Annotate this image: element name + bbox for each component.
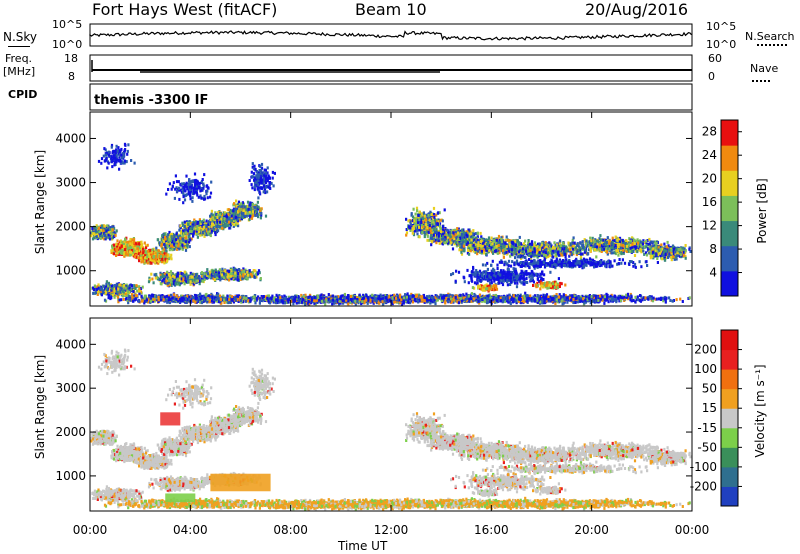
colorbar-tick-label: -15 [697, 421, 717, 435]
colorbar-tick-label: 50 [702, 382, 717, 396]
colorbar-tick-label: 8 [709, 242, 717, 256]
colorbar-tick-label: 200 [694, 343, 717, 357]
power-y-label: Slant Range [km] [33, 142, 47, 262]
velocity-panel: 1000 2000 3000 4000 00:00 04:00 08:00 12:00 16:0… [55, 318, 709, 537]
power-colorbar-label: Power [dB] [755, 171, 769, 251]
colorbar-segment [721, 389, 738, 409]
colorbar-tick-label: 16 [702, 195, 717, 209]
colorbar-tick-label: -100 [690, 460, 717, 474]
power-colorbar: 4 8 12 16 20 24 28 [702, 120, 742, 297]
x-tick-label: 20:00 [574, 523, 609, 537]
y-tick-label: 4000 [55, 131, 86, 145]
colorbar-tick-label: 20 [702, 172, 717, 186]
y-tick-label: 2000 [55, 220, 86, 234]
info-strip-1 [90, 55, 692, 81]
nsky-trace [90, 31, 692, 40]
colorbar-tick-label: 4 [709, 266, 717, 280]
colorbar-segment [721, 408, 738, 428]
colorbar-segment [721, 221, 738, 247]
colorbar-segment [721, 330, 738, 350]
velocity-strong-region [160, 412, 180, 425]
colorbar-tick-label: 28 [702, 125, 717, 139]
colorbar-segment [721, 467, 738, 487]
y-tick-label: 4000 [55, 337, 86, 351]
x-axis-label: Time UT [338, 539, 387, 553]
info-strip-0 [90, 24, 692, 46]
colorbar-segment [721, 145, 738, 171]
velocity-y-label: Slant Range [km] [33, 347, 47, 467]
y-tick-label: 1000 [55, 469, 86, 483]
y-tick-label: 3000 [55, 176, 86, 190]
colorbar-tick-label: -50 [697, 440, 717, 454]
info-strip-2 [90, 84, 692, 110]
velocity-positive-region [165, 493, 195, 502]
colorbar-tick-label: 100 [694, 362, 717, 376]
y-tick-label: 1000 [55, 264, 86, 278]
colorbar-tick-label: 15 [702, 401, 717, 415]
x-tick-label: 16:00 [474, 523, 509, 537]
x-tick-label: 04:00 [173, 523, 208, 537]
x-tick-label: 08:00 [273, 523, 308, 537]
colorbar-segment [721, 447, 738, 467]
y-tick-label: 3000 [55, 381, 86, 395]
info-panels [90, 24, 692, 110]
x-tick-label: 00:00 [73, 523, 108, 537]
colorbar-segment [721, 350, 738, 370]
colorbar-segment [721, 486, 738, 506]
colorbar-tick-label: -200 [690, 479, 717, 493]
colorbar-segment [721, 428, 738, 448]
power-panel: 1000 2000 3000 4000 [55, 112, 692, 306]
colorbar-segment [721, 271, 738, 297]
colorbar-segment [721, 369, 738, 389]
colorbar-segment [721, 170, 738, 196]
y-tick-label: 2000 [55, 425, 86, 439]
colorbar-tick-label: 12 [702, 219, 717, 233]
colorbar-segment [721, 246, 738, 272]
x-tick-label: 00:00 [675, 523, 710, 537]
velocity-negative-region [210, 474, 270, 492]
colorbar-segment [721, 195, 738, 221]
velocity-colorbar-label: Velocity [m s⁻¹] [753, 361, 767, 461]
velocity-colorbar: 200 100 50 15 -15 -50 -100 -200 [690, 330, 742, 507]
x-tick-label: 12:00 [374, 523, 409, 537]
colorbar-segment [721, 120, 738, 146]
colorbar-tick-label: 24 [702, 148, 717, 162]
